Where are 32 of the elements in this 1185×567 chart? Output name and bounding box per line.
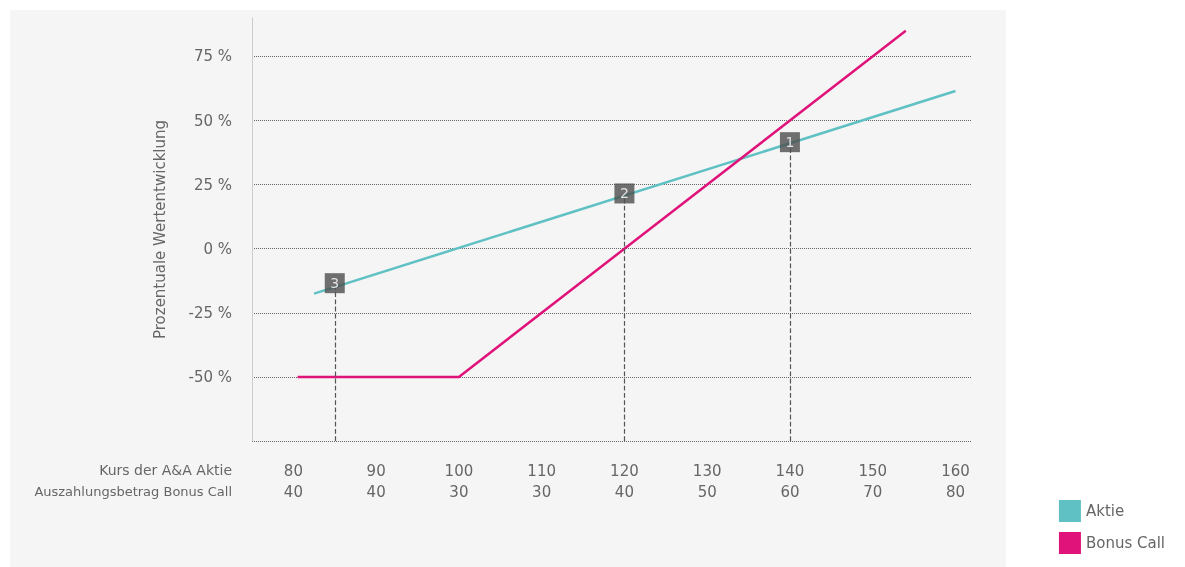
y-tick-label: 50 % (193, 111, 232, 130)
x-tick-label: 150 (858, 461, 888, 480)
x-tick-label: 160 (941, 461, 970, 480)
y-tick-label: -25 % (188, 303, 232, 322)
y-tick-label: -50 % (188, 367, 232, 386)
text: 60 (780, 482, 800, 501)
y-tick-label: 0 % (203, 239, 232, 258)
x-tick-label: 140 (775, 461, 805, 480)
y-tick-label: 75 % (193, 47, 232, 66)
text: 70 (863, 482, 883, 501)
annotation: 2 (619, 185, 629, 202)
legend-label: Bonus Call (1085, 534, 1166, 552)
x-tick-label: 120 (610, 461, 639, 480)
x-tick-label: 100 (444, 461, 474, 480)
text: 40 (614, 482, 634, 501)
text: 30 (532, 482, 552, 501)
text: 40 (366, 482, 386, 501)
text: 80 (945, 482, 965, 501)
text: Auszahlungsbetrag Bonus Call (34, 484, 232, 499)
y-tick-label: 25 % (193, 175, 232, 194)
legend-label: Aktie (1085, 502, 1125, 520)
x-tick-label: 130 (692, 461, 722, 480)
y-axis-title: Prozentuale Wertentwicklung (150, 119, 169, 340)
x-tick-label: 110 (527, 461, 556, 480)
x-tick-label: 80 (283, 461, 303, 480)
text: 40 (283, 482, 303, 501)
annotation: 1 (785, 134, 795, 151)
annotation: 3 (330, 275, 340, 292)
text: 30 (449, 482, 469, 501)
text: 50 (697, 482, 717, 501)
x-tick-label: 90 (366, 461, 386, 480)
x-axis-title: Kurs der A&A Aktie (99, 462, 232, 478)
